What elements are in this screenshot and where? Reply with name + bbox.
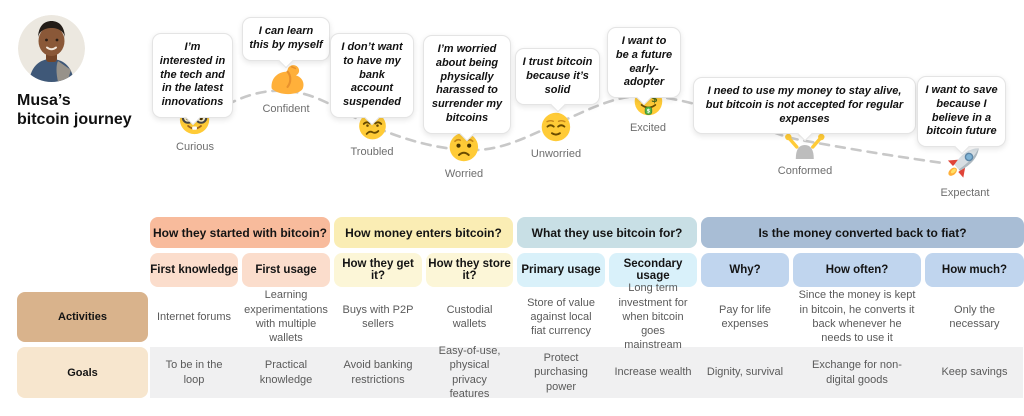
goals-cell: Easy-of-use, physical privacy features — [438, 344, 501, 400]
quote-text: I want to be a future early-adopter — [615, 35, 673, 89]
column-header-how-much: How much? — [925, 253, 1024, 287]
column-header-how-store: How they store it? — [426, 253, 513, 287]
column-header-how-often: How often? — [793, 253, 921, 287]
goals-cell: Increase wealth — [614, 366, 692, 379]
quote-text: I want to save because I believe in a bi… — [925, 84, 998, 138]
stage-worried: Worried — [445, 131, 483, 180]
quote-text: I’m worried about being physically haras… — [431, 43, 503, 124]
quote-text: I don’t want to have my bank account sus… — [341, 41, 403, 108]
relieved-face-emoji — [541, 112, 571, 142]
activities-cell: Only the necessary — [949, 303, 1000, 330]
stage-label: Troubled — [350, 146, 394, 158]
column-header-why: Why? — [701, 253, 789, 287]
column-header-secondary-usage: Secondary usage — [609, 253, 697, 287]
goals-cell: To be in the loop — [165, 359, 223, 386]
stage-expectant: Expectant — [940, 140, 990, 199]
goals-cell: Protect purchasing power — [534, 352, 588, 393]
quote-bubble-conformed: I need to use my money to stay alive, bu… — [693, 77, 916, 142]
quote-bubble-excited: I want to be a future early-adopter — [607, 27, 681, 106]
activities-cell: Custodial wallets — [446, 303, 493, 330]
activities-cell: Store of value against local fiat curren… — [527, 296, 595, 338]
column-header-how-get: How they get it? — [334, 253, 422, 287]
quote-text: I’m interested in the tech and in the la… — [159, 41, 226, 108]
activities-cell: Since the money is kept in bitcoin, he c… — [798, 289, 916, 345]
quote-bubble-curious: I’m interested in the tech and in the la… — [152, 33, 233, 126]
flexed-biceps-emoji — [271, 65, 304, 95]
group-header-enters: How money enters bitcoin? — [334, 217, 513, 248]
goals-cell: Practical knowledge — [259, 359, 313, 386]
svg-text:$: $ — [651, 94, 658, 105]
goals-row-background — [150, 347, 1023, 398]
rocket-emoji — [948, 148, 980, 178]
stage-label: Confident — [262, 103, 310, 115]
stage-label: Worried — [444, 168, 484, 180]
goals-cell: Exchange for non-digital goods — [812, 359, 902, 386]
quote-bubble-unworried: I trust bitcoin because it’s solid — [515, 48, 600, 113]
activities-cell: Internet forums — [157, 310, 231, 323]
activities-cell: Buys with P2P sellers — [342, 303, 414, 330]
svg-text:$: $ — [646, 109, 650, 115]
row-label-activities: Activities — [17, 292, 148, 342]
page-title-line1: Musa’s — [17, 92, 71, 109]
group-header-started: How they started with bitcoin? — [150, 217, 330, 248]
stage-label: Excited — [629, 122, 667, 134]
stage-unworried: Unworried — [531, 111, 581, 160]
goals-cell: Avoid banking restrictions — [343, 359, 413, 386]
quote-bubble-troubled: I don’t want to have my bank account sus… — [330, 33, 414, 126]
activities-cell: Long term investment for when bitcoin go… — [618, 282, 688, 352]
avatar-photo-illustration — [18, 15, 85, 82]
avatar — [18, 15, 85, 82]
quote-bubble-worried: I’m worried about being physically haras… — [423, 35, 511, 141]
stage-label: Unworried — [530, 148, 582, 160]
page-title-line2: bitcoin journey — [17, 110, 132, 128]
column-header-first-knowledge: First knowledge — [150, 253, 238, 287]
worried-face-emoji — [449, 132, 479, 162]
journey-table: How they started with bitcoin? How money… — [150, 217, 1024, 400]
quote-bubble-expectant: I want to save because I believe in a bi… — [917, 76, 1006, 155]
stage-label: Curious — [176, 141, 214, 153]
quote-text: I trust bitcoin because it’s solid — [522, 56, 593, 96]
group-header-fiat: Is the money converted back to fiat? — [701, 217, 1024, 248]
quote-text: I can learn this by myself — [249, 25, 323, 51]
stage-label: Conformed — [777, 165, 833, 177]
group-header-use: What they use bitcoin for? — [517, 217, 697, 248]
stage-confident: Confident — [262, 60, 310, 115]
activities-cell: Pay for life expenses — [719, 303, 771, 330]
quote-text: I need to use my money to stay alive, bu… — [705, 85, 904, 125]
column-header-primary-usage: Primary usage — [517, 253, 605, 287]
row-label-goals: Goals — [17, 347, 148, 398]
column-header-first-usage: First usage — [242, 253, 330, 287]
goals-cell: Keep savings — [941, 366, 1008, 379]
goals-cell: Dignity, survival — [706, 366, 784, 379]
stage-label: Expectant — [940, 187, 990, 199]
quote-bubble-confident: I can learn this by myself — [242, 17, 330, 68]
activities-cell: Learning experimentations with multiple … — [244, 289, 328, 345]
page-title: Musa’s bitcoin journey — [17, 92, 132, 129]
